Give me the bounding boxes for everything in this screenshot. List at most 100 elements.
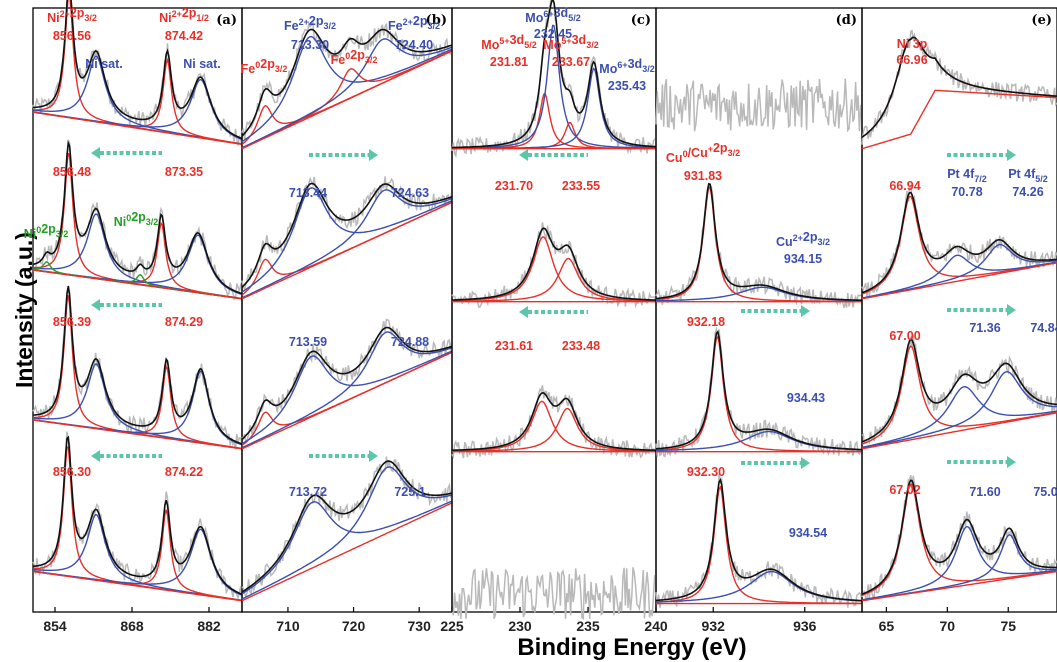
envelope-line: [861, 479, 1057, 595]
raw-data-line: [655, 78, 863, 133]
envelope-line: [241, 182, 453, 288]
shift-arrow-right: [741, 457, 810, 469]
raw-data-line: [451, 567, 657, 620]
peak-annotation: 66.94: [889, 179, 920, 193]
spectrum-4: [861, 475, 1057, 602]
x-tick-label: 230: [508, 618, 532, 634]
peak-annotation: 874.22: [165, 465, 203, 479]
peak-annotation: 932.30: [687, 465, 725, 479]
x-tick-label: 235: [576, 618, 600, 634]
peak-annotation: Ni 3p: [897, 37, 928, 51]
x-tick-label: 854: [43, 618, 67, 634]
peak-annotation: 856.48: [53, 165, 91, 179]
fit-peak-724.88: [241, 331, 453, 449]
shift-arrow-right: [947, 149, 1016, 161]
panel-d: 932 936 (d) Cu0/Cu+2p3/2 931.83 Cu2+2p3/2 934.…: [655, 7, 863, 634]
fit-peak-713.59: [241, 350, 453, 445]
spectrum-3: [32, 285, 243, 450]
x-tick-label: 936: [793, 618, 817, 634]
shift-arrow-left: [91, 450, 162, 462]
peak-annotation: 725.1: [394, 485, 425, 499]
fit-peak-725.1: [241, 466, 453, 600]
spectrum-1: [451, 0, 657, 158]
spectrum-4: [451, 567, 657, 620]
shift-arrow-left: [519, 149, 588, 161]
panel-b: 710 720 730(b)Fe2+2p3/2713.30Fe2+2p3/2724.…: [241, 7, 453, 634]
envelope-line: [241, 326, 453, 440]
background-line: [241, 502, 453, 602]
fit-peak-856.56: [32, 0, 243, 145]
panel-e: 65 70 75 (e) Ni 3p 66.96 66.94 Pt 4f7/270.78 Pt …: [861, 7, 1057, 634]
peak-annotation: Fe02p3/2: [331, 48, 378, 67]
panel-label: (a): [216, 13, 237, 28]
x-tick-label: 75: [1000, 618, 1016, 634]
background-line: [861, 89, 1057, 150]
spectrum-3: [861, 334, 1057, 450]
peak-annotation: Ni sat.: [85, 57, 123, 71]
peak-annotation: 231.70: [495, 179, 533, 193]
fit-peak-74.26: [861, 243, 1057, 300]
panel-label: (c): [631, 13, 651, 28]
background-line: [861, 412, 1057, 450]
x-tick-label: 720: [342, 618, 366, 634]
peak-annotation: 934.54: [789, 526, 827, 540]
peak-annotation: 232.45: [534, 27, 572, 41]
peak-annotation: 713.30: [291, 38, 329, 52]
background-line: [32, 419, 243, 450]
spectrum-4: [32, 431, 243, 603]
shift-arrow-right: [947, 304, 1016, 316]
peak-annotation: Fe02p3/2: [241, 57, 288, 76]
shift-arrow-left: [91, 147, 162, 159]
envelope-line: [655, 477, 863, 602]
raw-data-line: [241, 456, 453, 599]
peak-annotation: 931.83: [684, 169, 722, 183]
peak-annotation: 724.40: [395, 38, 433, 52]
panel-frame: [861, 7, 1057, 613]
background-line: [241, 351, 453, 450]
peak-annotation: 724.88: [391, 335, 429, 349]
envelope-line: [861, 191, 1057, 294]
background-line: [241, 50, 453, 150]
envelope-line: [241, 28, 453, 137]
peak-annotation: 724.63: [391, 186, 429, 200]
spectrum-2: [655, 182, 863, 308]
x-tick-label: 932: [702, 618, 726, 634]
peak-annotation: 71.60: [969, 485, 1000, 499]
envelope-line: [32, 285, 243, 445]
spectrum-4: [241, 456, 453, 602]
peak-annotation: Ni sat.: [183, 57, 221, 71]
peak-annotation: 71.36: [969, 321, 1000, 335]
fit-peak-724.63: [241, 189, 453, 299]
background-line: [861, 262, 1057, 300]
envelope-line: [655, 330, 863, 451]
raw-data-line: [451, 385, 657, 460]
spectrum-1: [32, 0, 243, 146]
envelope-line: [861, 338, 1057, 443]
peak-annotation: Fe2+2p3/2: [284, 14, 336, 33]
peak-annotation: 713.59: [289, 335, 327, 349]
panels: 854 868 882 (a) Ni2+2p3/2 856.56 Ni2+2p1/2 874.…: [24, 0, 1057, 634]
peak-annotation: Pt 4f7/2: [947, 167, 987, 184]
shift-arrow-right: [309, 149, 378, 161]
peak-annotation: 934.43: [787, 391, 825, 405]
raw-data-line: [861, 29, 1057, 145]
x-tick-label: 730: [408, 618, 432, 634]
peak-annotation: Ni2+2p3/2: [47, 6, 97, 25]
peak-annotation: Mo5+3d5/2: [481, 33, 536, 52]
peak-annotation: Ni2+2p1/2: [159, 6, 209, 25]
envelope-line: [241, 460, 453, 593]
background-line: [861, 570, 1057, 602]
raw-data-line: [241, 318, 453, 444]
peak-annotation: Mo6+3d3/2: [599, 57, 654, 76]
shift-arrow-right: [947, 456, 1016, 468]
fit-peak-70.78: [861, 254, 1057, 299]
spectrum-2: [241, 176, 453, 300]
peak-annotation: 713.44: [289, 186, 327, 200]
fit-peak-233.55: [452, 257, 656, 302]
peak-annotation: 934.15: [784, 252, 822, 266]
peak-annotation: Cu2+2p3/2: [776, 230, 830, 249]
envelope-line: [452, 391, 657, 452]
fit-peak-67: [861, 345, 1057, 445]
panel-a: 854 868 882 (a) Ni2+2p3/2 856.56 Ni2+2p1/2 874.…: [24, 0, 243, 634]
